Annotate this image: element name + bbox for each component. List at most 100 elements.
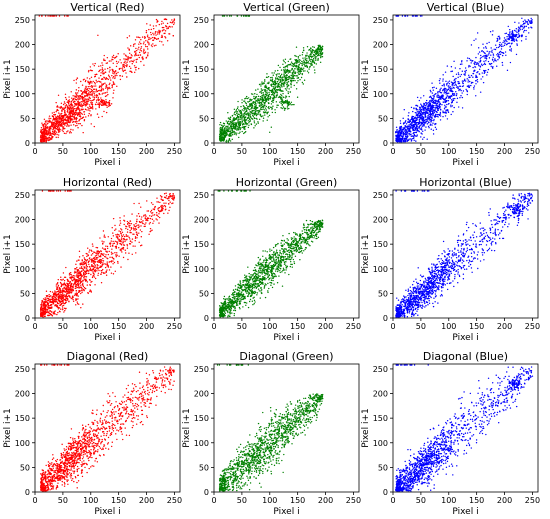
scatter-point — [486, 42, 488, 45]
scatter-point — [262, 101, 264, 103]
scatter-point — [467, 81, 469, 83]
scatter-point — [402, 131, 405, 134]
scatter-point — [98, 77, 100, 79]
scatter-point — [121, 75, 124, 77]
scatter-point — [298, 66, 300, 69]
scatter-point — [152, 25, 155, 27]
scatter-point — [477, 47, 480, 49]
scatter-point — [84, 287, 87, 290]
scatter-point — [433, 119, 435, 122]
scatter-point — [247, 101, 249, 103]
scatter-point — [107, 78, 110, 81]
scatter-point — [302, 67, 305, 69]
scatter-point — [266, 76, 268, 79]
scatter-point — [429, 103, 432, 106]
scatter-point — [435, 106, 438, 109]
scatter-point — [262, 91, 264, 94]
scatter-point — [242, 105, 245, 107]
scatter-point — [150, 209, 153, 212]
scatter-point — [514, 29, 516, 32]
scatter-point — [155, 18, 158, 21]
scatter-point — [110, 260, 113, 262]
scatter-point — [455, 94, 458, 97]
scatter-point — [286, 81, 288, 83]
scatter-point — [478, 51, 481, 53]
scatter-point — [402, 122, 405, 124]
scatter-point — [64, 119, 67, 121]
scatter-point — [282, 69, 285, 71]
scatter-point — [221, 124, 223, 126]
scatter-point — [284, 79, 286, 81]
scatter-point — [74, 95, 76, 97]
scatter-point — [57, 116, 60, 118]
scatter-point — [431, 92, 434, 94]
scatter-point — [267, 94, 270, 97]
scatter-point — [279, 87, 281, 89]
scatter-point — [420, 127, 423, 129]
scatter-point — [81, 283, 84, 286]
scatter-point — [483, 62, 486, 65]
scatter-point — [288, 107, 290, 110]
scatter-point — [503, 40, 505, 42]
scatter-point — [281, 104, 283, 106]
scatter-point — [528, 27, 530, 29]
scatter-point — [485, 57, 487, 60]
scatter-point — [85, 266, 87, 268]
scatter-point — [147, 48, 149, 50]
scatter-point — [251, 107, 253, 109]
scatter-point — [93, 98, 96, 100]
scatter-point — [265, 105, 268, 108]
scatter-point — [158, 211, 161, 213]
scatter-point — [264, 114, 266, 116]
scatter-point — [431, 124, 433, 126]
scatter-point — [112, 62, 114, 64]
scatter-point — [233, 111, 236, 114]
scatter-point — [87, 80, 89, 83]
scatter-point — [248, 15, 250, 17]
scatter-point — [432, 110, 434, 112]
scatter-point — [420, 104, 423, 107]
scatter-point — [291, 65, 293, 67]
scatter-point — [262, 115, 264, 117]
scatter-point — [54, 113, 57, 116]
scatter-point — [455, 91, 457, 93]
scatter-point — [147, 54, 149, 56]
scatter-point — [479, 91, 482, 93]
scatter-point — [308, 57, 310, 60]
scatter-point — [116, 74, 118, 77]
scatter-point — [91, 85, 93, 88]
subplot-3: Vertical (Blue)0 50 100 150 200 2500501001502… — [361, 1, 540, 168]
scatter-point — [135, 222, 137, 225]
scatter-point — [135, 52, 137, 55]
scatter-point — [85, 103, 87, 106]
scatter-point — [112, 232, 114, 234]
scatter-point — [138, 46, 140, 49]
scatter-point — [249, 120, 252, 122]
scatter-point — [279, 81, 281, 84]
scatter-point — [104, 78, 107, 80]
scatter-point — [40, 139, 42, 142]
scatter-point — [255, 117, 257, 120]
scatter-point — [448, 102, 450, 105]
scatter-point — [306, 52, 308, 54]
scatter-point — [303, 79, 306, 81]
scatter-point — [470, 59, 472, 61]
scatter-point — [78, 109, 81, 112]
scatter-point — [65, 266, 67, 269]
scatter-point — [446, 103, 448, 106]
scatter-point — [48, 121, 50, 123]
scatter-point — [294, 68, 296, 70]
scatter-point — [317, 45, 320, 47]
scatter-point — [161, 20, 163, 23]
scatter-point — [487, 68, 490, 71]
scatter-point — [93, 88, 96, 91]
scatter-point — [254, 93, 256, 95]
scatter-point — [229, 118, 232, 121]
scatter-point — [234, 122, 236, 124]
scatter-point — [135, 252, 137, 254]
scatter-point — [88, 81, 90, 83]
scatter-point — [268, 86, 270, 89]
scatter-point — [138, 51, 141, 54]
scatter-point — [82, 131, 84, 134]
scatter-point — [259, 91, 261, 93]
